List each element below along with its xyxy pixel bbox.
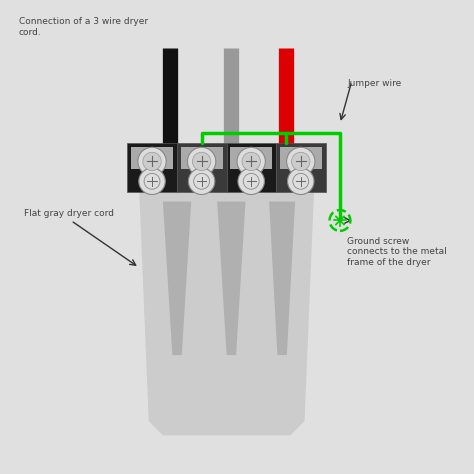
Bar: [177, 143, 227, 192]
Text: Jumper wire: Jumper wire: [347, 79, 401, 88]
Circle shape: [188, 168, 215, 194]
Polygon shape: [269, 201, 295, 355]
Bar: [181, 147, 223, 170]
Bar: [227, 143, 276, 192]
Circle shape: [139, 168, 165, 194]
Bar: [276, 143, 326, 192]
Bar: [230, 147, 273, 170]
Bar: [131, 147, 173, 170]
Circle shape: [237, 147, 265, 176]
Text: Connection of a 3 wire dryer
cord.: Connection of a 3 wire dryer cord.: [19, 18, 148, 37]
Polygon shape: [139, 192, 314, 435]
Circle shape: [288, 168, 314, 194]
Circle shape: [192, 152, 211, 171]
Circle shape: [242, 152, 260, 171]
Bar: [128, 143, 177, 192]
Text: Flat gray dryer cord: Flat gray dryer cord: [24, 209, 114, 218]
Circle shape: [138, 147, 166, 176]
Polygon shape: [217, 201, 246, 355]
Text: Ground screw
connects to the metal
frame of the dryer: Ground screw connects to the metal frame…: [347, 237, 447, 267]
Circle shape: [292, 152, 310, 171]
Circle shape: [143, 152, 161, 171]
Circle shape: [238, 168, 264, 194]
Circle shape: [187, 147, 216, 176]
Polygon shape: [163, 201, 191, 355]
Circle shape: [287, 147, 315, 176]
Bar: [280, 147, 322, 170]
